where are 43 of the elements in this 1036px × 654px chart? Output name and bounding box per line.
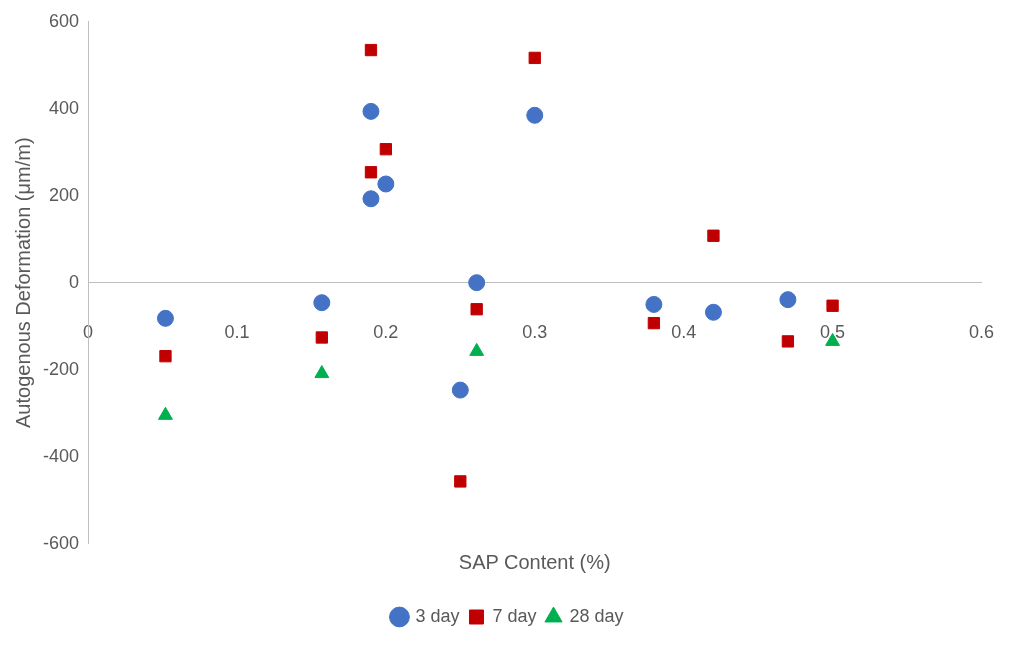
point [314, 365, 330, 379]
y-tick-label: 200 [48, 184, 80, 205]
x-tick-label: 0.2 [373, 322, 399, 343]
point [159, 350, 172, 363]
point [362, 190, 380, 208]
y-tick-label: -200 [43, 358, 80, 379]
x-axis-title: SAP Content (%) [458, 551, 611, 574]
y-tick-label: 0 [69, 271, 80, 292]
point [645, 295, 663, 313]
point [704, 303, 722, 321]
point [470, 303, 483, 316]
legend-label: 3 day [415, 605, 460, 626]
point [707, 229, 720, 242]
point [528, 51, 541, 65]
x-tick-label: 0.1 [224, 322, 250, 343]
point [781, 335, 795, 348]
point [364, 43, 378, 57]
point [647, 316, 661, 330]
point [779, 291, 797, 309]
point [379, 143, 392, 156]
point [362, 102, 380, 120]
x-tick-label: 0.4 [671, 322, 697, 343]
point [454, 475, 467, 488]
point [313, 294, 331, 312]
x-tick-label: 0.5 [820, 322, 846, 343]
x-tick-label: 0.3 [522, 322, 548, 343]
y-axis-title: Autogenous Deformation (μm/m) [11, 137, 34, 428]
point [468, 274, 486, 292]
point [156, 309, 174, 327]
x-tick-label: 0.6 [968, 322, 994, 343]
x-tick-label: 0 [83, 322, 94, 343]
point [526, 106, 544, 124]
point [451, 381, 469, 399]
legend-label: 28 day [569, 605, 624, 626]
point [315, 331, 328, 344]
point [364, 166, 378, 179]
y-tick-label: -600 [43, 532, 80, 553]
point [826, 299, 839, 312]
point [377, 175, 395, 193]
y-tick-label: -400 [43, 445, 80, 466]
y-tick-label: 400 [48, 97, 80, 118]
legend-label: 7 day [492, 605, 537, 626]
y-tick-label: 600 [48, 10, 80, 31]
